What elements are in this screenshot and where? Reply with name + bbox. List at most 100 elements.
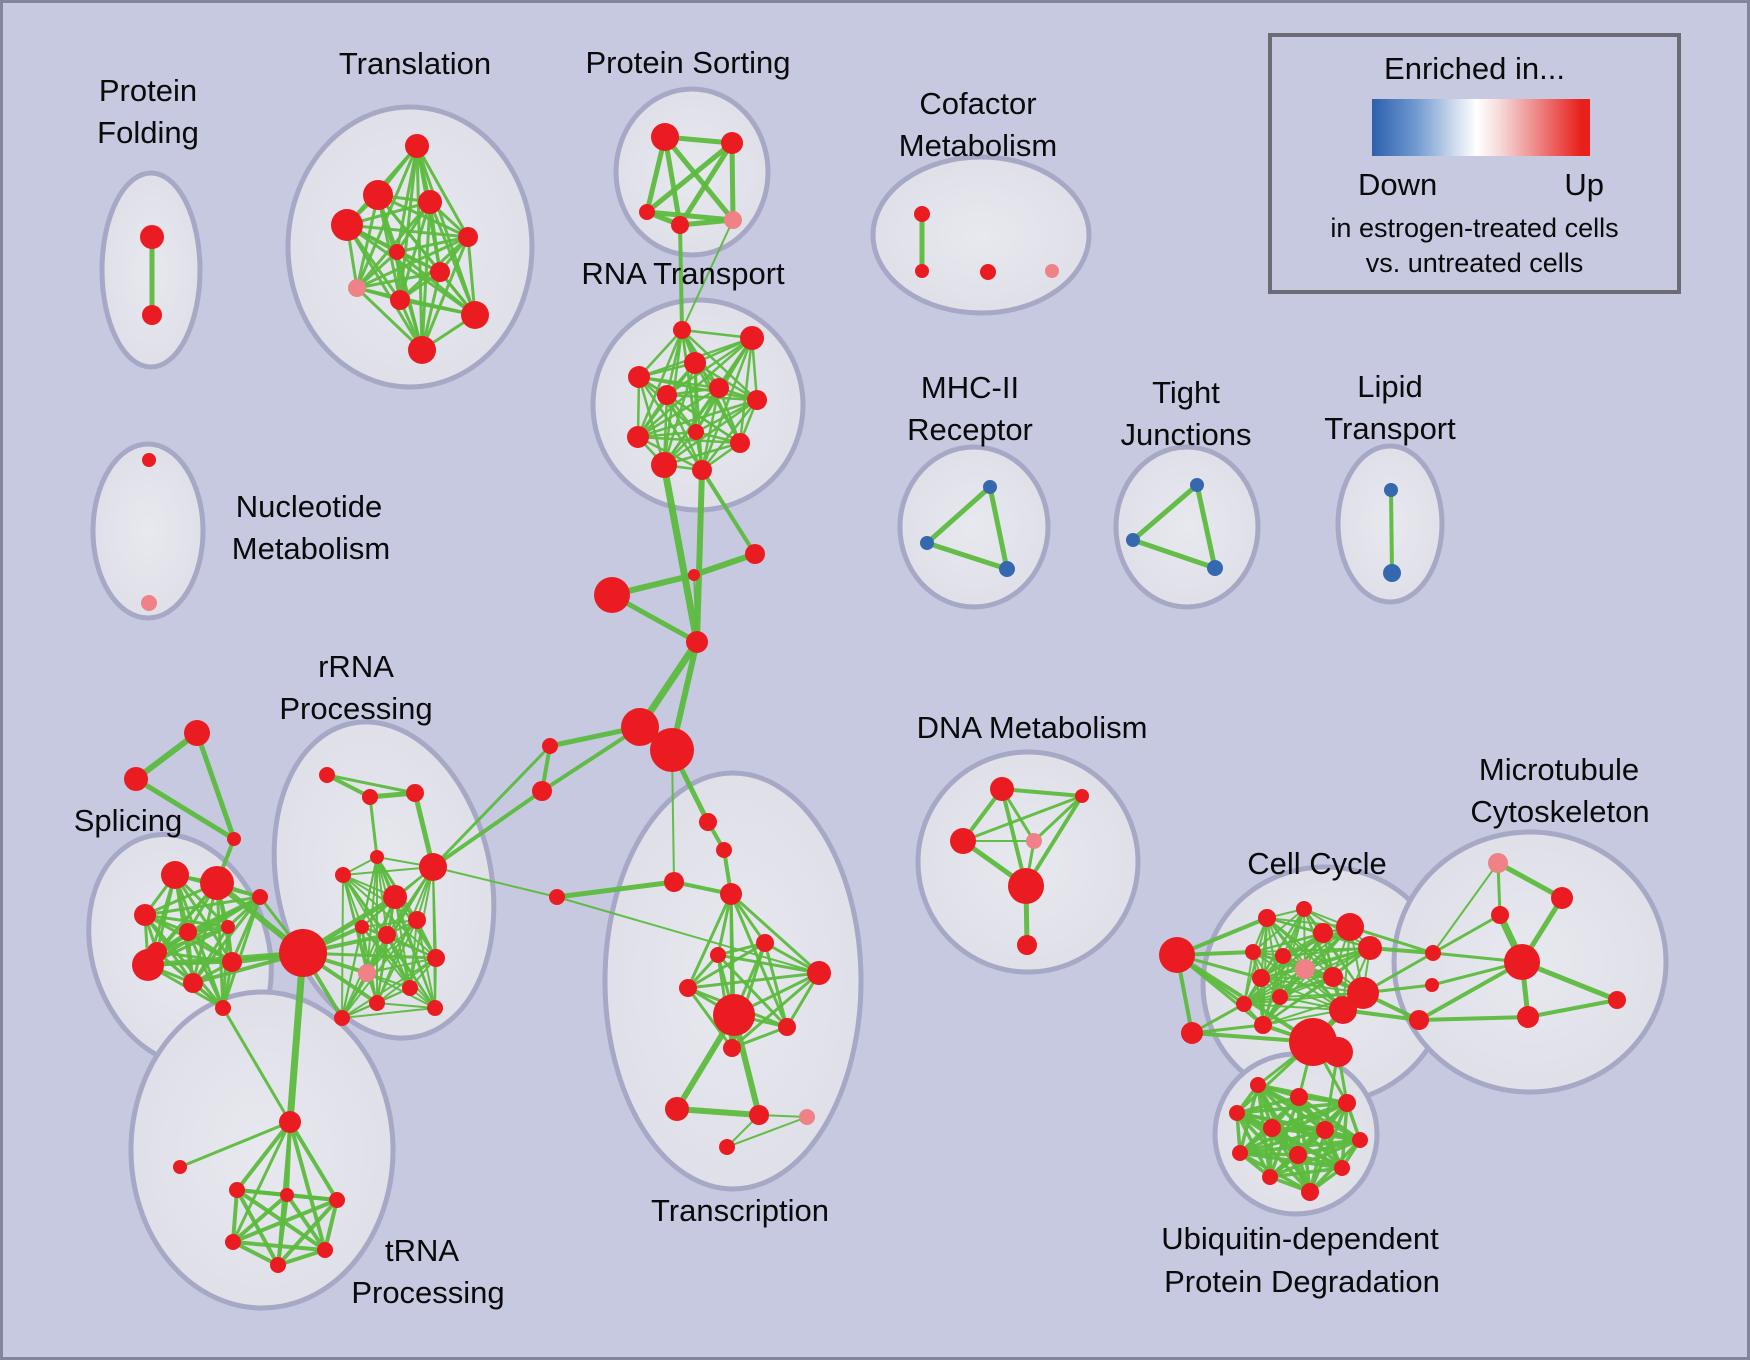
gene-set-node-m2 (532, 781, 552, 801)
edge-c4-tx8 (556, 896, 820, 974)
legend-title: Enriched in... (1384, 51, 1565, 86)
edge-tc-tn3 (288, 1120, 339, 1202)
cluster-label-trna-processing-line2: Processing (351, 1275, 504, 1310)
edge-dm2-dm3 (961, 794, 1084, 843)
gene-set-node-dm5 (1008, 868, 1044, 904)
gene-set-node-tx3 (664, 872, 684, 892)
gene-set-node-rt9 (688, 424, 704, 440)
gene-set-node-mt2 (1551, 887, 1573, 909)
edge-rna-transport-mesh (700, 386, 721, 472)
gene-set-node-rr4 (370, 850, 384, 864)
edge-tj1-tj3 (1194, 482, 1218, 571)
gene-set-node-tx9 (679, 979, 697, 997)
gene-set-node-rt1 (673, 321, 691, 339)
edge-rna-transport-mesh (700, 336, 754, 472)
edge-translation-mesh (420, 235, 470, 352)
edge-lt1-lt2 (1389, 488, 1394, 575)
edge-rrna-mesh (376, 919, 418, 1004)
cluster-label-cofactor-metabolism-line2: Metabolism (899, 128, 1058, 163)
edge-tc-tn4 (231, 1120, 292, 1244)
gene-set-node-t10 (461, 301, 489, 329)
gene-set-node-dm3 (950, 828, 976, 854)
edge-trna-mesh (231, 1188, 239, 1244)
gene-set-node-cc16 (1254, 1016, 1272, 1034)
edge-mh2-mh3 (924, 540, 1010, 572)
gene-set-node-ub9 (1289, 1146, 1307, 1164)
gene-set-node-rr15 (427, 1000, 443, 1016)
gene-set-node-tn6 (270, 1257, 286, 1273)
edge-rr1-rr3 (325, 773, 417, 795)
edge-rt11-c3 (660, 461, 701, 646)
gene-set-node-rr2 (362, 789, 378, 805)
cluster-label-nucleotide-metabolism-line2: Metabolism (232, 531, 391, 566)
gene-set-node-tn1 (229, 1182, 245, 1198)
gene-set-node-rr1 (319, 767, 335, 783)
edge-cell-cycle-mesh (1260, 926, 1351, 979)
gene-set-node-m1 (542, 738, 558, 754)
gene-set-node-tx2 (716, 842, 732, 858)
gene-set-node-cc14 (1272, 989, 1288, 1005)
edge-protein-sorting-mesh (677, 140, 735, 228)
gene-set-node-tA (184, 720, 210, 746)
edge-trna-mesh (285, 1193, 327, 1252)
edge-transcription-mesh (763, 941, 789, 1029)
gene-set-node-rt7 (747, 390, 767, 410)
edge-rr1-rr2 (325, 773, 372, 799)
edge-rrna-mesh (341, 957, 437, 1019)
cluster-label-lipid-transport-line1: Lipid (1357, 369, 1423, 404)
edge-rrna-mesh (361, 919, 418, 928)
cluster-ellipse-cofactor-metabolism (870, 154, 1092, 316)
edge-cell-cycle-mesh (1252, 951, 1264, 1026)
legend-endpoints: Down Up (1358, 167, 1604, 203)
edge-translation-mesh (345, 223, 477, 317)
gene-set-node-t8 (348, 279, 366, 297)
edge-rna-transport-mesh (662, 361, 697, 467)
gene-set-node-tx7 (710, 947, 726, 963)
edge-rrna-mesh (366, 957, 437, 974)
cluster-ellipse-nucleotide-metabolism (90, 441, 206, 621)
edge-rrna-mesh (361, 926, 436, 1009)
gene-set-node-t6 (389, 244, 405, 260)
edge-c0-c1 (691, 551, 758, 578)
edge-cc17-cc16 (1190, 1023, 1265, 1035)
gene-set-node-c2 (594, 577, 630, 613)
edge-trna-mesh (276, 1248, 327, 1267)
gene-set-node-rr3 (406, 784, 424, 802)
cluster-label-dna-metabolism: DNA Metabolism (917, 710, 1148, 745)
edge-protein-sorting-mesh (662, 134, 683, 228)
edge-x3-mt4 (1417, 960, 1524, 1022)
edge-c0-rt12 (700, 468, 757, 556)
gene-set-node-ub3 (1338, 1094, 1356, 1112)
edge-translation-mesh (355, 235, 470, 290)
edge-cell-cycle-mesh (1243, 1003, 1344, 1011)
edge-rr2-rr4 (368, 795, 379, 859)
gene-set-node-c0 (745, 544, 765, 564)
gene-set-node-rt5 (657, 385, 677, 405)
edge-ubiquitin-mesh (1268, 1166, 1344, 1179)
gene-set-node-cc7 (1245, 944, 1261, 960)
gene-set-node-tx8 (807, 961, 831, 985)
gene-set-node-rr13 (402, 980, 418, 996)
gene-set-node-rr10 (378, 926, 396, 944)
gene-set-node-tx13 (665, 1097, 689, 1121)
edge-rrna-mesh (394, 896, 436, 1009)
edge-rna-transport-mesh (738, 336, 754, 445)
gene-set-node-tx12 (723, 1039, 741, 1057)
edge-sp9-tc (221, 1006, 292, 1124)
edge-ps5-rt1 (681, 219, 734, 331)
edge-tj1-tj2 (1130, 482, 1200, 543)
gene-set-node-cc13 (1236, 996, 1252, 1012)
gene-set-node-t3 (418, 190, 442, 214)
gene-set-node-rr6 (419, 853, 447, 881)
edge-tx13-tx14 (674, 1106, 762, 1118)
edge-h2-tx3 (671, 749, 675, 883)
gene-set-node-cc6 (1358, 936, 1382, 960)
cluster-label-microtubule-cytoskeleton-line2: Cytoskeleton (1470, 794, 1649, 829)
edge-trna-mesh (231, 1198, 339, 1244)
edge-cell-cycle-mesh (1282, 947, 1371, 957)
edge-rna-transport-mesh (637, 375, 759, 402)
edge-cell-cycle-mesh (1243, 976, 1334, 1005)
edge-cell-cycle-mesh (1260, 976, 1334, 979)
edge-tB-tC (133, 776, 237, 842)
gene-set-node-ps5 (724, 211, 742, 229)
